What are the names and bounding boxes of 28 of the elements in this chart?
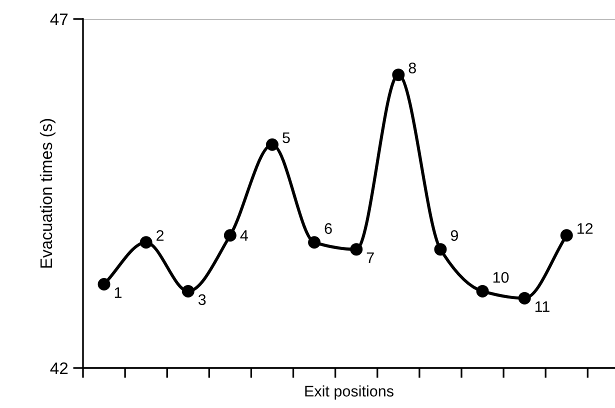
point	[140, 236, 152, 249]
y-axis-title: Evacuation times (s)	[40, 119, 56, 268]
point	[434, 243, 447, 256]
y-tick-label: 47	[50, 14, 68, 26]
annotation: 10	[493, 272, 509, 283]
annotation: 2	[156, 230, 164, 241]
annotation: 9	[450, 230, 458, 241]
point	[518, 292, 531, 304]
point	[98, 278, 110, 290]
point	[350, 243, 363, 256]
annotation: 5	[282, 132, 290, 144]
point	[266, 138, 278, 151]
annotation: 3	[198, 294, 206, 306]
annotation: 1	[114, 287, 122, 298]
point	[476, 284, 489, 298]
point	[182, 284, 194, 298]
annotation: 6	[324, 223, 332, 234]
annotation: 4	[240, 230, 248, 241]
point	[308, 236, 321, 249]
annotation: 8	[408, 62, 416, 74]
annotation: 12	[578, 223, 593, 234]
y-tick-label: 42	[50, 362, 68, 374]
point	[392, 68, 405, 82]
point	[224, 229, 236, 242]
x-axis-title: Exit positions	[305, 385, 394, 400]
annotation: 7	[366, 252, 374, 264]
point	[560, 229, 573, 242]
annotation: 11	[535, 301, 550, 312]
